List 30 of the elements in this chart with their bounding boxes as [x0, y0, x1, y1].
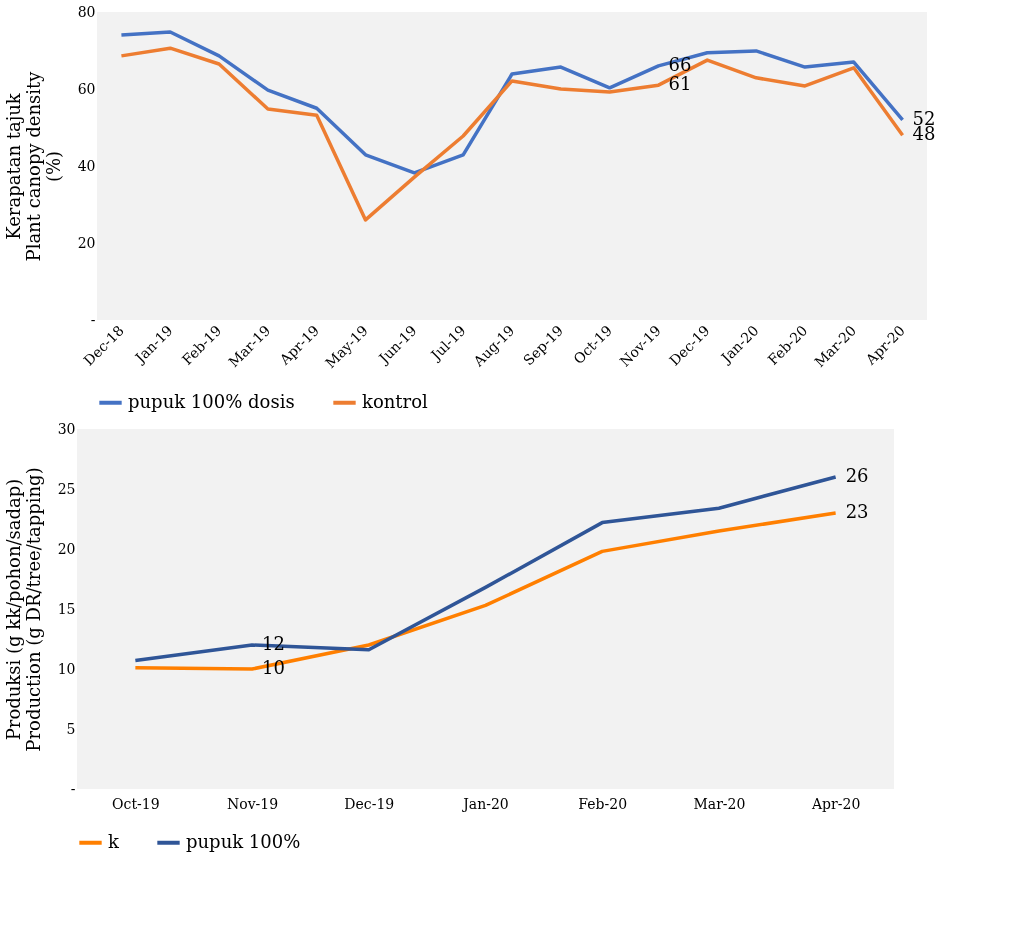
- legend-label: k: [108, 830, 120, 852]
- y-tick-label: 20: [77, 234, 96, 251]
- y-tick-label: 25: [57, 480, 76, 497]
- y-tick-label: -: [70, 780, 76, 797]
- y-tick-label: 30: [57, 420, 76, 437]
- y-tick-label: -: [90, 311, 96, 328]
- x-tick-label: Jan-20: [461, 795, 509, 812]
- y-tick-label: 10: [57, 660, 76, 677]
- x-tick-label: Feb-20: [578, 795, 628, 812]
- x-tick-label: Nov-19: [227, 795, 279, 812]
- line-series: [119, 46, 905, 222]
- y-tick-label: 60: [77, 80, 96, 97]
- legend-label: kontrol: [362, 390, 429, 412]
- x-tick-label: Mar-20: [693, 795, 746, 812]
- y-tick-label: 15: [57, 600, 76, 617]
- x-tick-label: Dec-19: [344, 795, 395, 812]
- data-label: 61: [668, 73, 692, 95]
- y-tick-label: 80: [77, 3, 96, 20]
- legend-label: pupuk 100%: [186, 830, 301, 852]
- y-axis-title: Kerapatan tajuk Plant canopy density (%): [2, 70, 64, 262]
- y-axis-title: Produksi (g kk/pohon/sadap) Production (g DR/tree/tapping): [2, 467, 44, 752]
- x-tick-label: Apr-20: [810, 795, 861, 812]
- y-tick-label: 20: [57, 540, 76, 557]
- data-label: 23: [845, 501, 869, 522]
- x-tick-label: Oct-19: [112, 795, 160, 812]
- data-label: 26: [845, 465, 869, 486]
- y-tick-label: 5: [66, 720, 76, 737]
- line-series: [119, 30, 905, 175]
- legend-label: pupuk 100% dosis: [128, 390, 295, 412]
- y-tick-label: 40: [77, 157, 96, 174]
